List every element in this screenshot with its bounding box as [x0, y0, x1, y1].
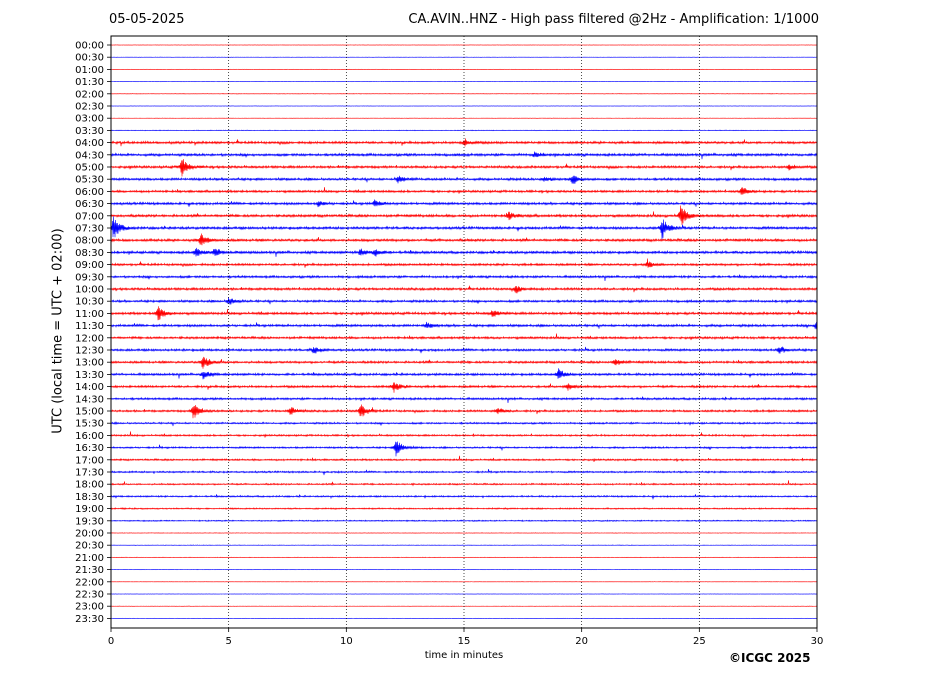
y-tick-label-0530: 05:30 — [75, 175, 104, 186]
trace-0330 — [110, 129, 818, 132]
y-tick-label-2230: 22:30 — [75, 590, 104, 601]
y-tick-label-2030: 20:30 — [75, 541, 104, 552]
y-tick-label-0230: 02:30 — [75, 102, 104, 113]
y-tick-label-0600: 06:00 — [75, 187, 104, 198]
y-tick-label-1700: 17:00 — [75, 455, 104, 466]
y-tick-label-0130: 01:30 — [75, 77, 104, 88]
y-tick-label-1130: 11:30 — [75, 321, 104, 332]
y-tick-label-0500: 05:00 — [75, 163, 104, 174]
trace-0800 — [110, 233, 818, 246]
y-tick-label-0700: 07:00 — [75, 211, 104, 222]
y-tick-label-0300: 03:00 — [75, 114, 104, 125]
trace-layer — [110, 44, 818, 619]
trace-0500 — [110, 159, 818, 177]
y-tick-label-1000: 10:00 — [75, 285, 104, 296]
trace-1930 — [110, 519, 818, 523]
x-tick-label-15: 15 — [458, 636, 471, 647]
y-tick-label-0730: 07:30 — [75, 224, 104, 235]
x-tick-label-30: 30 — [811, 636, 824, 647]
y-tick-label-2330: 23:30 — [75, 614, 104, 625]
trace-2100 — [110, 556, 818, 559]
trace-0930 — [110, 274, 818, 282]
trace-0630 — [110, 199, 818, 208]
plot-frame — [110, 35, 818, 629]
y-tick-label-1900: 19:00 — [75, 504, 104, 515]
y-tick-label-2200: 22:00 — [75, 577, 104, 588]
y-tick-label-1630: 16:30 — [75, 443, 104, 454]
y-tick-label-0030: 00:30 — [75, 53, 104, 64]
y-tick-label-0630: 06:30 — [75, 199, 104, 210]
x-tick-label-0: 0 — [108, 636, 114, 647]
y-tick-label-0930: 09:30 — [75, 272, 104, 283]
trace-0900 — [110, 258, 818, 268]
y-tick-label-1430: 14:30 — [75, 394, 104, 405]
y-tick-label-1400: 14:00 — [75, 382, 104, 393]
x-tick-label-25: 25 — [693, 636, 706, 647]
x-tick-label-10: 10 — [340, 636, 353, 647]
y-tick-label-0100: 01:00 — [75, 65, 104, 76]
copyright-label: ©ICGC 2025 — [729, 651, 811, 665]
y-tick-label-0330: 03:30 — [75, 126, 104, 137]
y-tick-label-1600: 16:00 — [75, 431, 104, 442]
y-tick-label-1730: 17:30 — [75, 468, 104, 479]
y-tick-label-2130: 21:30 — [75, 565, 104, 576]
y-tick-label-2300: 23:00 — [75, 602, 104, 613]
trace-1130 — [110, 321, 818, 333]
y-tick-label-0800: 08:00 — [75, 236, 104, 247]
y-tick-label-0900: 09:00 — [75, 260, 104, 271]
trace-1630 — [110, 441, 818, 457]
x-tick-label-20: 20 — [575, 636, 588, 647]
y-tick-label-0400: 04:00 — [75, 138, 104, 149]
y-tick-label-0830: 08:30 — [75, 248, 104, 259]
trace-2000 — [110, 532, 818, 534]
y-tick-label-1100: 11:00 — [75, 309, 104, 320]
trace-0530 — [110, 175, 818, 184]
y-tick-label-1030: 10:30 — [75, 297, 104, 308]
trace-0430 — [110, 151, 818, 160]
trace-2030 — [110, 544, 818, 546]
y-tick-label-1300: 13:00 — [75, 358, 104, 369]
y-tick-label-2100: 21:00 — [75, 553, 104, 564]
y-tick-label-1200: 12:00 — [75, 333, 104, 344]
trace-1800 — [110, 480, 818, 487]
date-label: 05-05-2025 — [109, 12, 185, 27]
y-tick-label-0200: 02:00 — [75, 89, 104, 100]
chart-title: CA.AVIN..HNZ - High pass filtered @2Hz -… — [408, 12, 819, 27]
y-tick-label-1530: 15:30 — [75, 419, 104, 430]
trace-1230 — [110, 346, 818, 354]
trace-1300 — [110, 356, 818, 369]
y-tick-label-0430: 04:30 — [75, 150, 104, 161]
trace-1200 — [110, 333, 818, 341]
y-tick-label-1800: 18:00 — [75, 480, 104, 491]
y-tick-label-1230: 12:30 — [75, 346, 104, 357]
x-axis-label: time in minutes — [424, 650, 504, 661]
trace-1900 — [110, 507, 818, 511]
y-tick-label-1930: 19:30 — [75, 516, 104, 527]
y-tick-label-1830: 18:30 — [75, 492, 104, 503]
trace-1000 — [110, 285, 818, 294]
y-tick-label-2000: 20:00 — [75, 529, 104, 540]
trace-1030 — [110, 297, 818, 305]
trace-1100 — [110, 306, 818, 321]
x-tick-label-5: 5 — [225, 636, 231, 647]
trace-0400 — [110, 138, 818, 147]
y-tick-label-0000: 00:00 — [75, 41, 104, 52]
y-tick-label-1500: 15:00 — [75, 407, 104, 418]
x-grid — [228, 36, 700, 628]
y-tick-label-1330: 13:30 — [75, 370, 104, 381]
trace-0600 — [110, 187, 818, 195]
